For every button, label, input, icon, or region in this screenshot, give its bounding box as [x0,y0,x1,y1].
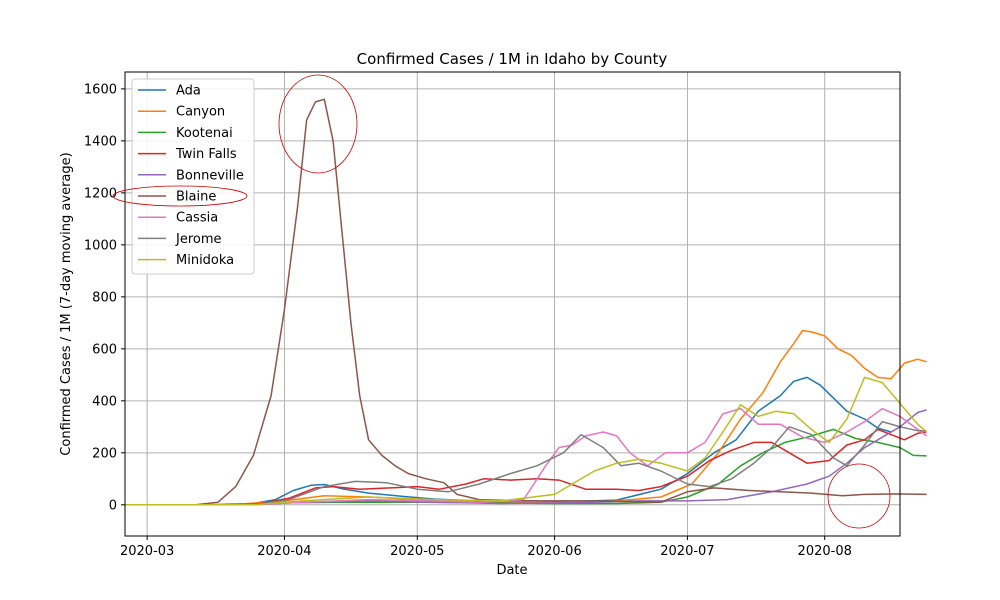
y-tick-label: 600 [92,342,117,357]
series-line-blaine [125,98,927,506]
legend-label-bonneville: Bonneville [176,168,244,183]
legend-label-twin-falls: Twin Falls [175,147,237,162]
x-tick-label: 2020-07 [660,544,714,559]
x-axis: 2020-03 2020-04 2020-05 2020-06 2020-07 2020-… [120,536,852,559]
legend-label-jerome: Jerome [175,232,222,247]
x-tick-label: 2020-08 [798,544,852,559]
series-group [125,98,928,506]
y-axis: 0 200 400 600 800 1000 1200 1400 1600 [84,82,125,513]
legend-box [131,78,255,275]
plot-frame [124,71,901,537]
y-tick-label: 1000 [84,238,117,253]
legend: Ada Canyon Kootenai Twin Falls Bonneville Bla… [131,78,255,275]
legend-label-canyon: Canyon [176,105,225,120]
x-tick-label: 2020-06 [527,544,581,559]
y-tick-label: 800 [92,290,117,305]
x-axis-label: Date [496,563,527,578]
series-line-minidoka [125,376,928,506]
series-line-cassia [125,407,928,506]
y-tick-label: 1200 [84,186,117,201]
y-tick-label: 0 [109,498,117,513]
y-axis-label: Confirmed Cases / 1M (7-day moving avera… [59,152,74,455]
chart-title: Confirmed Cases / 1M in Idaho by County [357,50,668,68]
annotation-circles [112,74,891,529]
annotation-circle-blaine-legend [112,185,248,207]
legend-label-ada: Ada [176,84,201,99]
y-tick-label: 200 [92,446,117,461]
series-line-jerome [125,420,927,506]
series-line-bonneville [125,409,927,506]
legend-label-blaine: Blaine [176,190,216,205]
legend-label-cassia: Cassia [176,211,218,226]
series-line-twin-falls [125,428,927,506]
annotation-circle-recent-values [827,463,891,529]
x-tick-label: 2020-05 [390,544,444,559]
legend-label-kootenai: Kootenai [176,126,233,141]
annotation-circle-blaine-peak [278,74,358,174]
x-tick-label: 2020-03 [120,544,174,559]
series-line-ada [125,376,892,506]
y-tick-label: 400 [92,394,117,409]
x-tick-label: 2020-04 [257,544,311,559]
legend-label-minidoka: Minidoka [176,253,234,268]
y-tick-label: 1400 [84,134,117,149]
y-tick-label: 1600 [84,82,117,97]
